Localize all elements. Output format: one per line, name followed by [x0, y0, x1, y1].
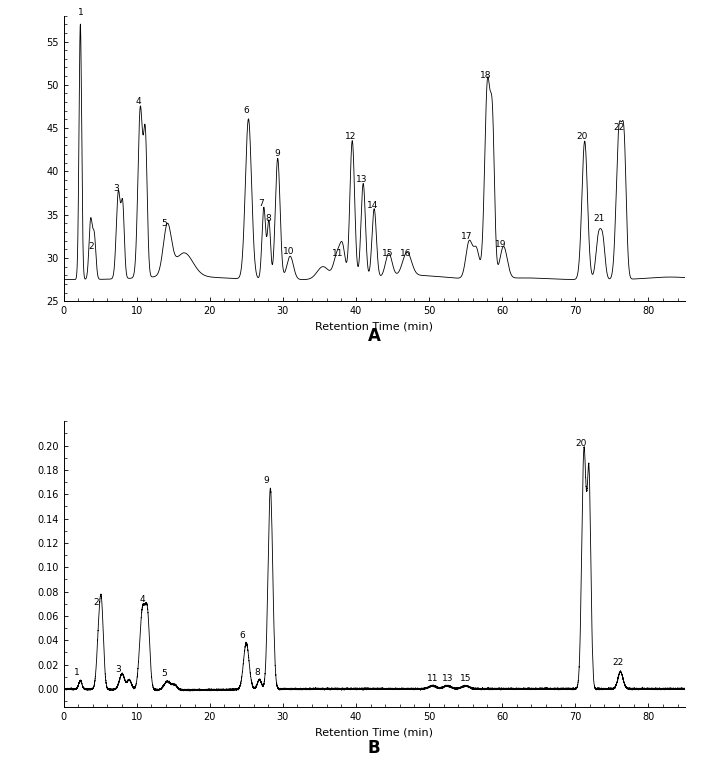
Text: A: A — [368, 327, 381, 345]
Text: 1: 1 — [78, 9, 83, 17]
Text: 3: 3 — [113, 184, 119, 193]
Text: 22: 22 — [614, 124, 625, 132]
Text: 17: 17 — [461, 232, 473, 241]
Text: B: B — [368, 739, 381, 757]
Text: 6: 6 — [240, 631, 246, 640]
Text: 3: 3 — [116, 665, 121, 674]
Text: 6: 6 — [244, 106, 249, 115]
Text: 15: 15 — [460, 674, 472, 683]
Text: 15: 15 — [381, 249, 393, 258]
Text: 18: 18 — [480, 71, 492, 81]
Text: 11: 11 — [427, 674, 438, 683]
X-axis label: Retention Time (min): Retention Time (min) — [315, 322, 433, 332]
Text: 2: 2 — [88, 242, 94, 251]
Text: 8: 8 — [265, 214, 271, 223]
Text: 14: 14 — [367, 201, 378, 211]
Text: 20: 20 — [577, 132, 588, 141]
Text: 19: 19 — [495, 240, 506, 249]
Text: 22: 22 — [612, 658, 623, 667]
Text: 8: 8 — [254, 667, 260, 677]
Text: 20: 20 — [575, 439, 587, 448]
Text: 4: 4 — [136, 97, 141, 106]
X-axis label: Retention Time (min): Retention Time (min) — [315, 727, 433, 737]
Text: 4: 4 — [140, 594, 145, 604]
Text: 13: 13 — [441, 674, 453, 683]
Text: 5: 5 — [162, 669, 167, 678]
Text: 7: 7 — [258, 199, 264, 207]
Text: 1: 1 — [74, 667, 80, 677]
Text: 9: 9 — [275, 149, 280, 159]
Text: 12: 12 — [345, 132, 357, 141]
Text: 9: 9 — [264, 476, 270, 485]
Text: 21: 21 — [594, 214, 605, 223]
Text: 13: 13 — [356, 176, 368, 184]
Text: 5: 5 — [162, 218, 167, 228]
Text: 2: 2 — [94, 598, 100, 608]
Text: 11: 11 — [332, 249, 343, 258]
Text: 10: 10 — [283, 247, 294, 256]
Text: 16: 16 — [400, 249, 412, 258]
